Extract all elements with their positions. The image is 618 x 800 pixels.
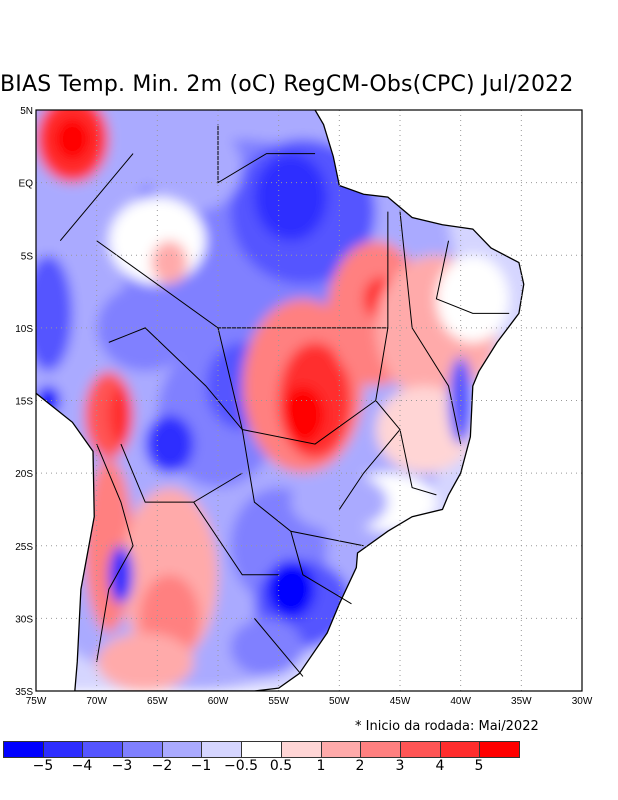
colorbar-label: −5	[32, 758, 54, 774]
bias-region	[254, 153, 328, 241]
colorbar-swatch	[83, 742, 124, 757]
border-line	[217, 124, 316, 184]
bias-region	[436, 255, 510, 343]
bias-region	[54, 117, 91, 161]
border-line	[290, 531, 352, 605]
lon-label: 65W	[147, 696, 168, 707]
colorbar-label: −0.5	[224, 758, 258, 774]
border-line	[120, 443, 243, 503]
bias-region	[36, 255, 73, 372]
colorbar-swatch	[440, 742, 481, 757]
border-line	[338, 429, 401, 510]
bias-region	[108, 545, 134, 604]
bias-region	[108, 386, 134, 445]
bias-region	[266, 560, 315, 619]
border-line	[254, 618, 304, 677]
lon-label: 45W	[390, 696, 411, 707]
border-line	[96, 443, 134, 663]
lon-label: 70W	[86, 696, 107, 707]
colorbar-label: −2	[151, 758, 173, 774]
colorbar-label: −3	[111, 758, 133, 774]
border-line	[399, 211, 462, 445]
border-line	[59, 153, 134, 242]
colorbar-swatch	[162, 742, 203, 757]
pacific-ocean-mask	[36, 393, 95, 691]
lat-label: 5N	[20, 106, 33, 117]
bias-region	[96, 632, 194, 691]
lon-label: 30W	[572, 696, 593, 707]
border-line	[193, 501, 279, 576]
grid-lines	[36, 110, 582, 691]
border-line	[435, 240, 510, 314]
bias-map: 75W 70W 65W 60W 55W 50W 45W 40W 35W 30W 5N EQ 5S 10S 1…	[15, 106, 593, 707]
lat-label: 30S	[15, 614, 33, 625]
bias-region	[151, 240, 188, 285]
colorbar-label: 0.5	[269, 758, 293, 774]
colorbar-swatch	[321, 742, 362, 757]
colorbar-swatch	[480, 742, 519, 757]
colorbar-label: 1	[316, 758, 326, 774]
lat-label: 15S	[15, 397, 33, 408]
lat-label: 25S	[15, 542, 33, 553]
colorbar-swatch	[281, 742, 322, 757]
ocean-mask	[74, 110, 582, 691]
bias-region	[230, 618, 303, 677]
bias-region	[290, 473, 388, 532]
lat-label: 10S	[15, 324, 33, 335]
colorbar-swatch	[242, 742, 282, 757]
colorbar-label: 5	[474, 758, 484, 774]
border-line	[375, 400, 437, 496]
lat-label: 5S	[21, 251, 34, 262]
colorbar	[3, 741, 520, 758]
lon-label: 55W	[268, 696, 289, 707]
lon-label: 75W	[26, 696, 47, 707]
run-start-note: * Inicio da rodada: Mai/2022	[355, 719, 539, 734]
lon-label: 60W	[208, 696, 229, 707]
border-line	[217, 327, 389, 445]
lat-label: EQ	[19, 179, 34, 190]
colorbar-swatch	[43, 742, 84, 757]
bias-region	[281, 386, 325, 445]
colorbar-label: −4	[71, 758, 93, 774]
colorbar-label: 3	[395, 758, 405, 774]
colorbar-label: 4	[435, 758, 445, 774]
colorbar-label: −1	[190, 758, 212, 774]
colorbar-swatch	[4, 742, 44, 757]
map-frame	[35, 109, 583, 692]
colorbar-swatch	[123, 742, 163, 757]
bias-region	[145, 415, 194, 474]
lon-label: 40W	[450, 696, 471, 707]
map-title: BIAS Temp. Min. 2m (oC) RegCM-Obs(CPC) J…	[0, 72, 574, 97]
border-line	[96, 211, 389, 329]
border-line	[241, 429, 364, 547]
lon-label: 50W	[329, 696, 350, 707]
colorbar-swatch	[400, 742, 441, 757]
bias-region	[375, 386, 473, 474]
state-borders	[59, 124, 510, 677]
lat-label: 20S	[15, 469, 33, 480]
border-line	[108, 327, 243, 430]
coastline	[36, 110, 525, 691]
colorbar-swatch	[202, 742, 243, 757]
colorbar-label: 2	[355, 758, 365, 774]
colorbar-swatch	[361, 742, 401, 757]
lat-label: 35S	[15, 687, 33, 698]
lon-label: 35W	[511, 696, 532, 707]
